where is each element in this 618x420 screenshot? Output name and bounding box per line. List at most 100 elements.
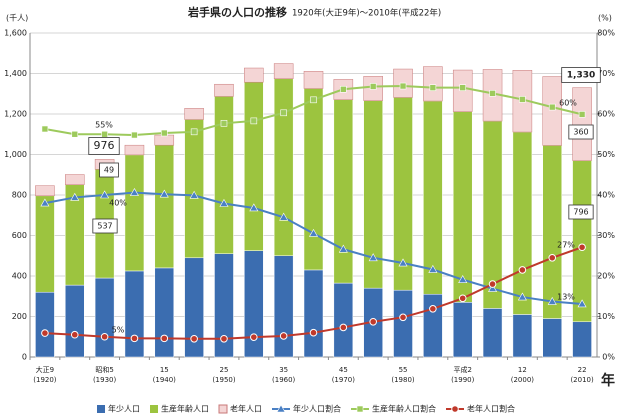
line-marker — [458, 275, 468, 283]
line-marker — [190, 334, 198, 343]
chart-subtitle: 1920年(大正9年)～2010年(平成22年) — [292, 8, 441, 19]
line-marker — [399, 313, 407, 322]
x-tick-label: 45 (1970) — [332, 366, 356, 384]
line-marker — [101, 130, 108, 138]
bar-segment — [452, 111, 473, 303]
line-marker — [130, 334, 139, 343]
x-axis-label: 年 — [601, 372, 615, 389]
line-marker — [70, 192, 80, 201]
x-tick-label: 35 (1960) — [272, 366, 296, 384]
y-tick-label: 1,200 — [4, 110, 27, 119]
line-marker — [340, 85, 347, 93]
bar-segment — [184, 119, 204, 259]
x-tick-label: 15 (1940) — [153, 366, 177, 384]
bar-segment — [303, 269, 324, 358]
legend-item: 年少人口割合 — [272, 404, 341, 414]
line-marker — [577, 299, 587, 308]
line-marker — [369, 317, 377, 326]
y2-tick-label: 50% — [597, 150, 615, 159]
annotation: 5% — [112, 326, 125, 335]
legend-item: 生産年齢人口 — [150, 404, 209, 414]
x-tick-label: 55 (1980) — [391, 366, 415, 384]
bar-segment — [244, 250, 264, 358]
line-marker — [339, 323, 348, 332]
y-tick-label: 400 — [12, 272, 27, 281]
annotation: 796 — [573, 208, 588, 217]
line-marker — [279, 212, 289, 221]
line-marker — [399, 82, 407, 90]
legend-item: 生産年齢人口割合 — [351, 404, 436, 414]
bar-segment — [124, 144, 145, 156]
y2-tick-label: 70% — [597, 69, 615, 78]
legend-marker — [276, 404, 286, 413]
line-marker — [249, 203, 259, 212]
bar-segment — [94, 277, 115, 358]
legend-item: 老年人口割合 — [446, 404, 515, 414]
y2-tick-label: 10% — [597, 312, 615, 321]
legend-item: 年少人口 — [97, 404, 140, 414]
x-tick-label: 12 (2000) — [511, 366, 535, 384]
bar-segment — [65, 174, 85, 185]
line-marker — [548, 253, 557, 262]
bar-segment — [184, 108, 204, 120]
x-tick-label: 22 (2010) — [570, 366, 594, 384]
annotation-box — [568, 204, 594, 220]
legend-label: 年少人口割合 — [293, 404, 341, 414]
line-marker — [488, 280, 497, 288]
line-marker — [220, 120, 228, 127]
bar-segment — [333, 282, 354, 358]
y-tick-label: 1,600 — [4, 29, 27, 38]
bar-segment — [572, 87, 592, 161]
y2-tick-label: 0% — [602, 353, 615, 362]
annotation-box — [92, 218, 118, 234]
x-tick-label: 平成2 (1990) — [451, 365, 475, 384]
line-marker — [338, 244, 348, 253]
line-marker — [250, 117, 258, 125]
bar-segment — [273, 78, 294, 256]
legend-swatch — [218, 404, 228, 414]
line-marker — [459, 84, 467, 91]
bar-segment — [542, 318, 562, 358]
legend-marker — [356, 405, 364, 413]
line-marker — [100, 332, 109, 341]
line-marker — [519, 96, 526, 103]
annotation-box — [88, 137, 120, 155]
annotation: 976 — [94, 139, 115, 152]
line-marker — [220, 334, 228, 343]
line-marker — [219, 198, 229, 207]
legend-label: 生産年齢人口 — [161, 404, 209, 414]
line-marker — [458, 294, 467, 303]
y-tick-label: 800 — [12, 191, 27, 200]
bar-segment — [303, 88, 324, 271]
line-marker — [517, 292, 527, 301]
y-tick-label: 0 — [22, 353, 27, 362]
line-marker — [369, 83, 377, 90]
line-marker — [518, 266, 527, 274]
line-marker — [489, 90, 496, 97]
y-tick-label: 200 — [12, 312, 27, 321]
line-marker — [190, 128, 198, 136]
legend-label: 年少人口 — [108, 404, 140, 414]
annotation: 60% — [559, 99, 577, 108]
bar-segment — [154, 267, 175, 358]
bar-segment — [423, 66, 443, 102]
line-marker — [279, 332, 288, 340]
legend-marker — [451, 405, 459, 413]
annotation: 27% — [557, 241, 575, 250]
bar-segment — [512, 131, 533, 315]
annotation: 360 — [573, 128, 588, 137]
bar-segment — [35, 185, 55, 197]
bar-segment — [303, 71, 324, 89]
x-tick-label: 大正9 (1920) — [33, 365, 57, 384]
legend-label: 生産年齢人口割合 — [372, 404, 436, 414]
legend-label: 老年人口 — [230, 404, 262, 414]
bar-segment — [512, 314, 533, 358]
bar-segment — [273, 255, 294, 358]
annotation: 40% — [109, 199, 127, 208]
bar-segment — [214, 96, 234, 254]
bar-segment — [65, 284, 85, 358]
y-tick-label: 1,400 — [4, 69, 27, 78]
line-marker — [160, 129, 168, 137]
line-marker — [429, 305, 437, 313]
